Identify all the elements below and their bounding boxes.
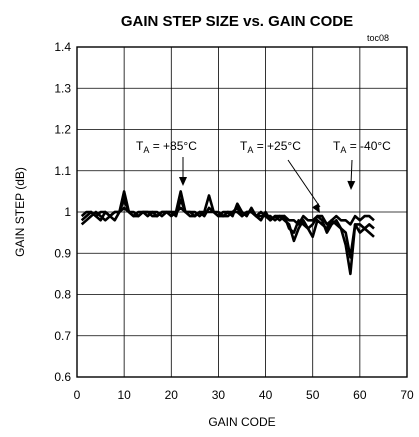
annotation-subscript: A <box>340 145 346 155</box>
annotation-text: = -40°C <box>346 139 391 153</box>
y-tick-labels: 0.6 0.7 0.8 0.9 1 1.1 1.2 1.3 1.4 <box>54 40 71 384</box>
annotation-prefix: T <box>333 139 341 153</box>
y-tick-label: 1 <box>64 205 71 219</box>
annotation-arrowhead <box>179 177 187 186</box>
x-tick-label: 20 <box>165 388 179 402</box>
annotation-subscript: A <box>247 145 253 155</box>
annotation-arrow <box>350 159 353 185</box>
chart-title: GAIN STEP SIZE vs. GAIN CODE <box>121 13 353 30</box>
y-tick-label: 1.3 <box>54 81 71 95</box>
x-tick-labels: 0 10 20 30 40 50 60 70 <box>74 388 414 402</box>
x-tick-label: 0 <box>74 388 81 402</box>
y-tick-label: 1.1 <box>54 164 71 178</box>
y-tick-label: 1.2 <box>54 123 71 137</box>
annotation-prefix: T <box>136 139 144 153</box>
x-axis-label: GAIN CODE <box>208 415 275 429</box>
annotation-label: TA = -40°C <box>333 139 391 155</box>
series-line-2 <box>80 198 375 259</box>
series-line-3 <box>80 206 375 226</box>
annotations: TA = +85°C TA = +25°C TA = -40°C <box>136 139 391 213</box>
annotation-label: TA = +85°C <box>136 139 197 155</box>
x-tick-label: 50 <box>306 388 320 402</box>
annotation-arrow <box>287 159 321 208</box>
x-tick-label: 30 <box>212 388 226 402</box>
x-tick-label: 10 <box>117 388 131 402</box>
y-tick-label: 0.7 <box>54 329 71 343</box>
y-tick-label: 0.6 <box>54 370 71 384</box>
annotation-arrowhead <box>311 203 320 213</box>
x-tick-label: 40 <box>259 388 273 402</box>
x-tick-label: 70 <box>400 388 414 402</box>
annotation-text: = +85°C <box>149 139 197 153</box>
y-tick-label: 1.4 <box>54 40 71 54</box>
annotation-label: TA = +25°C <box>240 139 301 155</box>
annotation-text: = +25°C <box>253 139 301 153</box>
annotation-arrowhead <box>347 180 356 190</box>
y-axis-label: GAIN STEP (dB) <box>13 167 27 257</box>
annotation-subscript: A <box>143 145 149 155</box>
plot-area <box>76 46 408 378</box>
y-tick-label: 0.9 <box>54 246 71 260</box>
figure-tag: toc08 <box>367 33 389 43</box>
x-tick-label: 60 <box>353 388 367 402</box>
y-tick-label: 0.8 <box>54 288 71 302</box>
series-group <box>80 190 375 276</box>
annotation-prefix: T <box>240 139 248 153</box>
